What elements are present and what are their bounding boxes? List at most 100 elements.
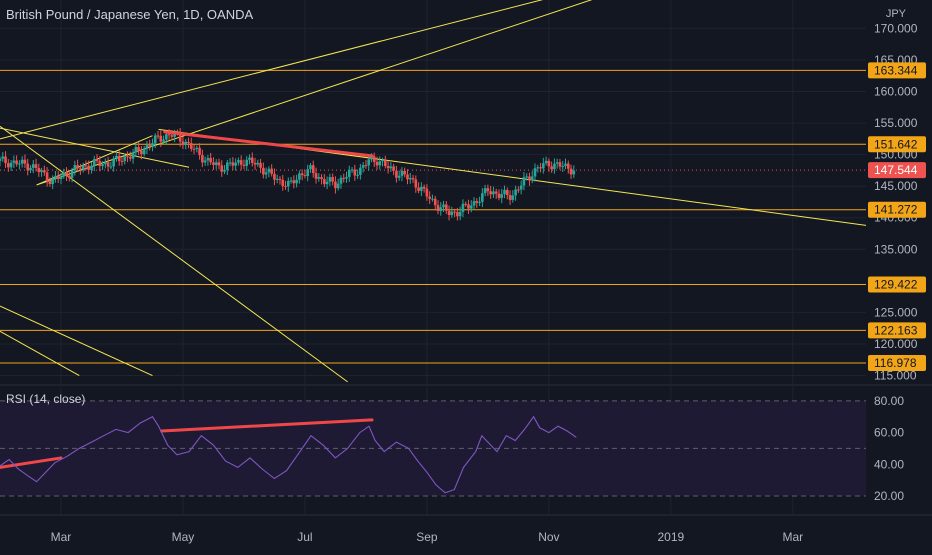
candle-body (245, 159, 249, 166)
candle-body (572, 170, 576, 175)
level-badge-bg (868, 62, 926, 79)
rsi-tick-label: 60.00 (874, 426, 904, 440)
price-tick-label: 170.000 (874, 21, 918, 35)
candle-body (289, 180, 293, 182)
candle-body (295, 179, 298, 184)
candle-body (475, 201, 479, 203)
candle-body (165, 134, 168, 140)
price-badges: 163.344 151.642 141.272 129.422 122.163 116.9… (868, 62, 926, 372)
candle-body (181, 141, 185, 145)
candle-body (173, 133, 176, 137)
level-badge-bg (868, 201, 926, 218)
time-tick-label: May (172, 530, 195, 544)
price-tick-label: 120.000 (874, 337, 918, 351)
candle-body (278, 178, 282, 180)
level-badge-text: 129.422 (874, 278, 918, 292)
candle-body (519, 185, 523, 190)
candle-body (1, 156, 5, 159)
trendlines (0, 0, 867, 383)
candle-body (517, 189, 520, 191)
candle-body (145, 145, 149, 149)
candle-body (23, 159, 27, 164)
candle-body (90, 165, 93, 170)
candle-body (201, 154, 204, 163)
candle-body (469, 205, 473, 209)
candle-body (98, 161, 102, 167)
candle-body (331, 177, 334, 182)
candle-body (328, 177, 332, 182)
candle-body (217, 162, 221, 166)
candle-body (26, 163, 30, 171)
candle-body (525, 176, 528, 178)
candle-body (256, 162, 260, 165)
candle-body (334, 181, 337, 189)
candle-body (392, 166, 395, 171)
trendline (0, 127, 190, 168)
candle-body (192, 148, 196, 150)
candle-body (45, 172, 49, 182)
candle-body (311, 165, 315, 174)
candle-body (250, 157, 254, 163)
candle-body (267, 168, 271, 173)
candle-body (508, 195, 512, 200)
candle-body (31, 164, 35, 168)
candle-body (566, 163, 570, 169)
candle-body (411, 178, 415, 180)
candle-body (264, 172, 268, 175)
candle-body (156, 135, 160, 137)
level-badge-bg (868, 276, 926, 293)
currency-label: JPY (885, 8, 906, 20)
candle-body (497, 193, 501, 198)
candle-body (43, 170, 46, 173)
price-tick-label: 155.000 (874, 116, 918, 130)
candle-body (198, 147, 201, 155)
candle-body (420, 186, 423, 191)
candle-body (248, 157, 251, 160)
price-divergence-line (163, 130, 374, 158)
rsi-series (0, 415, 577, 494)
candle-body (237, 160, 240, 163)
candle-body (209, 157, 212, 163)
time-tick-label: Jul (297, 530, 312, 544)
candle-body (159, 135, 163, 142)
candle-body (453, 211, 456, 213)
candle-body (372, 156, 376, 162)
candle-body (350, 169, 354, 171)
candle-body (51, 178, 54, 185)
time-tick-label: 2019 (657, 530, 684, 544)
candle-body (433, 198, 437, 206)
candle-body (378, 161, 382, 166)
candle-body (547, 160, 551, 167)
candle-body (170, 135, 174, 137)
candle-body (34, 164, 38, 169)
candle-body (397, 175, 401, 178)
candle-body (228, 162, 232, 164)
candle-body (503, 189, 506, 195)
candle-body (436, 205, 440, 211)
candle-body (281, 179, 285, 187)
rsi-tick-label: 40.00 (874, 457, 904, 471)
level-badge-bg (868, 136, 926, 153)
candle-body (555, 162, 559, 164)
candle-body (70, 170, 74, 178)
candle-body (76, 165, 79, 169)
candle-body (29, 167, 32, 171)
candle-body (314, 173, 318, 179)
candle-body (242, 164, 246, 166)
candle-body (62, 172, 66, 177)
candle-body (214, 162, 218, 165)
time-tick-label: Sep (416, 530, 438, 544)
rsi-line (0, 415, 577, 494)
candle-body (389, 166, 393, 169)
candle-body (558, 162, 562, 167)
horizontal-levels (0, 69, 866, 364)
candle-body (286, 181, 290, 187)
candle-body (189, 143, 193, 149)
candle-body (306, 169, 310, 176)
candle-body (12, 160, 16, 163)
candle-body (153, 135, 157, 144)
candle-body (367, 159, 370, 166)
candle-body (137, 147, 140, 151)
